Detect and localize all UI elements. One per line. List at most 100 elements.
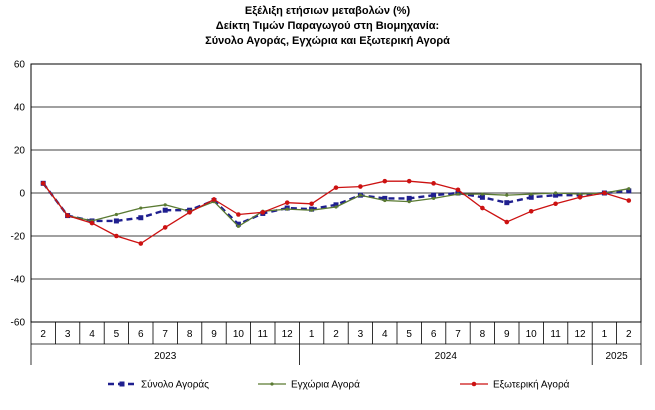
legend-item: Εξωτερική Αγορά xyxy=(460,379,570,391)
data-point xyxy=(139,206,143,210)
x-tick-label: 9 xyxy=(211,329,217,340)
gridlines xyxy=(30,63,642,323)
x-tick-label: 10 xyxy=(233,329,245,340)
x-tick-label: 1 xyxy=(602,329,608,340)
legend-label: Εξωτερική Αγορά xyxy=(493,379,570,391)
data-point xyxy=(333,185,339,190)
data-point xyxy=(235,221,241,227)
data-point xyxy=(65,213,70,218)
data-point xyxy=(455,187,461,193)
data-point xyxy=(309,201,314,207)
data-point xyxy=(554,191,558,195)
data-point xyxy=(626,198,632,203)
data-point xyxy=(406,178,412,184)
y-tick-label: 60 xyxy=(14,60,26,71)
data-point xyxy=(89,220,95,226)
data-point xyxy=(456,192,460,196)
x-tick-label: 9 xyxy=(504,329,510,340)
y-tick-label: -60 xyxy=(11,318,26,329)
y-tick-label: 20 xyxy=(14,146,26,157)
data-point xyxy=(553,192,559,198)
year-label: 2023 xyxy=(154,351,177,362)
data-point xyxy=(553,201,558,207)
x-tick-label: 3 xyxy=(358,329,364,340)
x-tick-label: 2 xyxy=(626,329,632,340)
legend-swatch-marker xyxy=(119,381,125,387)
data-point xyxy=(529,192,533,196)
x-tick-label: 5 xyxy=(406,329,412,340)
data-point xyxy=(114,212,118,217)
x-tick-label: 11 xyxy=(258,329,269,340)
legend-label: Εγχώρια Αγορά xyxy=(291,379,360,391)
data-point xyxy=(138,241,144,246)
data-point xyxy=(602,190,607,196)
data-point xyxy=(504,200,510,206)
data-point xyxy=(626,188,632,194)
legend-label: Σύνολο Αγοράς xyxy=(141,379,209,391)
y-tick-label: -20 xyxy=(11,232,26,243)
data-point xyxy=(236,224,240,228)
year-label: 2025 xyxy=(605,351,628,362)
data-point xyxy=(505,193,509,197)
data-point xyxy=(479,194,485,200)
data-point xyxy=(577,195,583,200)
x-tick-label: 12 xyxy=(574,329,586,340)
data-point xyxy=(138,215,144,221)
x-tick-label: 4 xyxy=(89,329,95,340)
x-tick-label: 6 xyxy=(138,329,144,340)
chart-title-line3: Σύνολο Αγοράς, Εγχώρια και Εξωτερική Αγο… xyxy=(205,35,450,47)
data-point xyxy=(480,192,484,196)
x-tick-label: 8 xyxy=(480,329,486,340)
legend-item: Σύνολο Αγοράς xyxy=(108,379,209,391)
data-point xyxy=(113,218,119,224)
data-point xyxy=(284,200,290,205)
data-point xyxy=(114,233,119,239)
x-tick-label: 8 xyxy=(187,329,193,340)
data-point xyxy=(528,194,534,200)
data-point xyxy=(382,178,388,184)
x-tick-label: 4 xyxy=(382,329,388,340)
data-point xyxy=(407,200,411,204)
y-axis: 60 40 20 0 -20 -40 -60 xyxy=(11,60,26,329)
year-label: 2024 xyxy=(435,351,458,362)
data-point xyxy=(432,196,436,200)
data-point xyxy=(40,181,46,186)
data-point xyxy=(285,207,289,211)
x-tick-label: 5 xyxy=(114,329,120,340)
x-tick-label: 6 xyxy=(431,329,437,340)
series-1 xyxy=(41,181,631,228)
chart-title-line2: Δείκτη Τιμών Παραγωγού στη Βιομηχανία: xyxy=(215,20,440,32)
data-point xyxy=(260,210,266,215)
series-lines xyxy=(40,178,632,246)
data-point xyxy=(431,181,436,186)
chart-title: Εξέλιξη ετήσιων μεταβολών (%) Δείκτη Τιμ… xyxy=(0,4,655,49)
legend-item: Εγχώρια Αγορά xyxy=(258,379,360,391)
series-line xyxy=(42,180,629,245)
y-tick-label: -40 xyxy=(11,275,26,286)
x-tick-label: 12 xyxy=(282,329,294,340)
y-tick-label: 40 xyxy=(14,103,26,114)
x-tick-label: 2 xyxy=(333,329,339,340)
data-point xyxy=(162,207,168,213)
data-point xyxy=(431,192,437,198)
data-point xyxy=(211,197,217,202)
x-tick-label: 7 xyxy=(162,329,168,340)
data-point xyxy=(578,192,582,196)
data-point xyxy=(358,193,362,197)
x-tick-label: 7 xyxy=(455,329,461,340)
legend-swatch-marker xyxy=(471,381,477,387)
data-point xyxy=(310,208,314,212)
data-point xyxy=(383,198,387,203)
legend-swatch-marker xyxy=(270,382,274,386)
data-point xyxy=(162,225,168,230)
data-point xyxy=(358,184,363,189)
data-point xyxy=(333,202,339,208)
x-tick-label: 1 xyxy=(309,329,315,340)
data-point xyxy=(163,203,167,207)
data-point xyxy=(334,205,338,209)
x-tick-label: 2 xyxy=(40,329,46,340)
legend: Σύνολο Αγοράς Εγχώρια Αγορά Εξωτερική Αγορ… xyxy=(108,379,570,391)
data-point xyxy=(504,219,510,225)
